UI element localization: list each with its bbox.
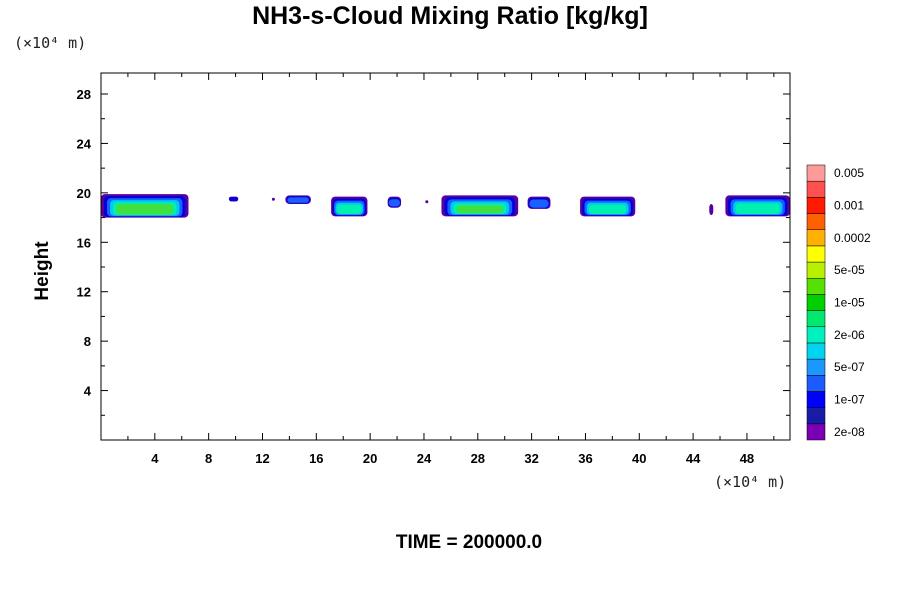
cloud-blob: [425, 200, 429, 204]
colorbar-swatch: [806, 261, 826, 279]
colorbar-swatch: [806, 391, 826, 408]
cloud-blob-layer: [529, 199, 549, 208]
colorbar-label: 0.0002: [834, 231, 871, 245]
cloud-blob-layer: [456, 205, 504, 214]
time-label: TIME = 200000.0: [395, 532, 543, 553]
cloud-blob-layer: [709, 203, 714, 216]
cloud-blob-layer: [388, 199, 401, 207]
x-axis: 4 8 12 16 20 24 28 32 36 40 44 48: [127, 73, 775, 466]
chart-title: NH3-s-Cloud Mixing Ratio [kg/kg]: [252, 2, 648, 30]
x-tick-label: 44: [686, 451, 701, 466]
y-tick-label: 8: [84, 334, 91, 349]
colorbar-swatch: [806, 277, 826, 295]
cloud-blob: [441, 195, 519, 217]
x-tick-label: 20: [363, 451, 377, 466]
colorbar-label: 1e-05: [834, 296, 865, 310]
x-tick-label: 40: [632, 451, 646, 466]
colorbar-swatch: [806, 180, 826, 198]
cloud-blob: [709, 203, 714, 216]
x-tick-label: 36: [578, 451, 592, 466]
colorbar-swatch: [806, 342, 826, 360]
cloud-blob: [387, 196, 402, 208]
colorbar-label: 0.001: [834, 198, 864, 212]
colorbar-label: 5e-05: [834, 263, 865, 277]
cloud-blob: [271, 197, 275, 201]
colorbar-swatch: [806, 245, 826, 263]
cloud-blob-layer: [425, 200, 429, 204]
cloud-blob: [725, 195, 790, 217]
cloud-layer: [101, 194, 790, 218]
cloud-blob-layer: [229, 197, 238, 201]
y-tick-label: 24: [77, 136, 92, 151]
y-axis: 4 8 12 16 20 24 28: [77, 87, 790, 416]
cloud-blob: [228, 196, 239, 202]
colorbar-label: 2e-06: [834, 328, 865, 342]
colorbar-swatch: [806, 294, 826, 311]
colorbar-swatch: [806, 326, 826, 344]
x-tick-label: 4: [151, 451, 159, 466]
x-tick-label: 8: [205, 451, 212, 466]
colorbar-swatch: [806, 358, 826, 376]
cloud-blob: [331, 196, 368, 217]
x-tick-label: 48: [740, 451, 754, 466]
colorbar-swatch: [806, 310, 826, 328]
cloud-blob: [580, 196, 636, 217]
x-axis-unit: (×10⁴ m): [714, 473, 787, 491]
colorbar-label: 1e-07: [834, 393, 865, 407]
colorbar-swatch: [806, 229, 826, 247]
cloud-blob-layer: [588, 204, 627, 214]
colorbar-swatch: [806, 197, 826, 214]
cloud-blob-layer: [271, 197, 275, 201]
x-tick-label: 16: [309, 451, 323, 466]
y-axis-unit: (×10⁴ m): [14, 34, 87, 52]
cloud-blob: [527, 196, 551, 209]
y-tick-label: 20: [77, 186, 91, 201]
colorbar-swatch: [806, 423, 826, 441]
y-tick-label: 16: [77, 235, 91, 250]
cloud-blob: [101, 194, 189, 218]
cloud-blob-layer: [287, 197, 309, 203]
plot-frame: [100, 72, 791, 441]
y-tick-label: 28: [77, 87, 91, 102]
x-tick-label: 32: [524, 451, 538, 466]
x-tick-label: 28: [471, 451, 485, 466]
colorbar-label: 5e-07: [834, 360, 865, 374]
x-tick-label: 24: [417, 451, 432, 466]
colorbar-swatch: [806, 407, 826, 425]
colorbar: 2e-08 1e-07 5e-07 2e-06 1e-05 5e-05 0.0002 0.00…: [806, 164, 871, 441]
colorbar-label: 2e-08: [834, 425, 865, 439]
cloud-blob-layer: [116, 204, 174, 215]
cloud-blob-layer: [735, 203, 780, 214]
colorbar-label: 0.005: [834, 166, 864, 180]
y-tick-label: 12: [77, 285, 91, 300]
colorbar-swatch: [806, 164, 826, 182]
colorbar-swatch: [806, 375, 826, 392]
colorbar-swatch: [806, 213, 826, 230]
cloud-blob: [285, 195, 311, 204]
cloud-blob-layer: [336, 204, 362, 214]
x-tick-label: 12: [255, 451, 269, 466]
y-tick-label: 4: [84, 384, 92, 399]
